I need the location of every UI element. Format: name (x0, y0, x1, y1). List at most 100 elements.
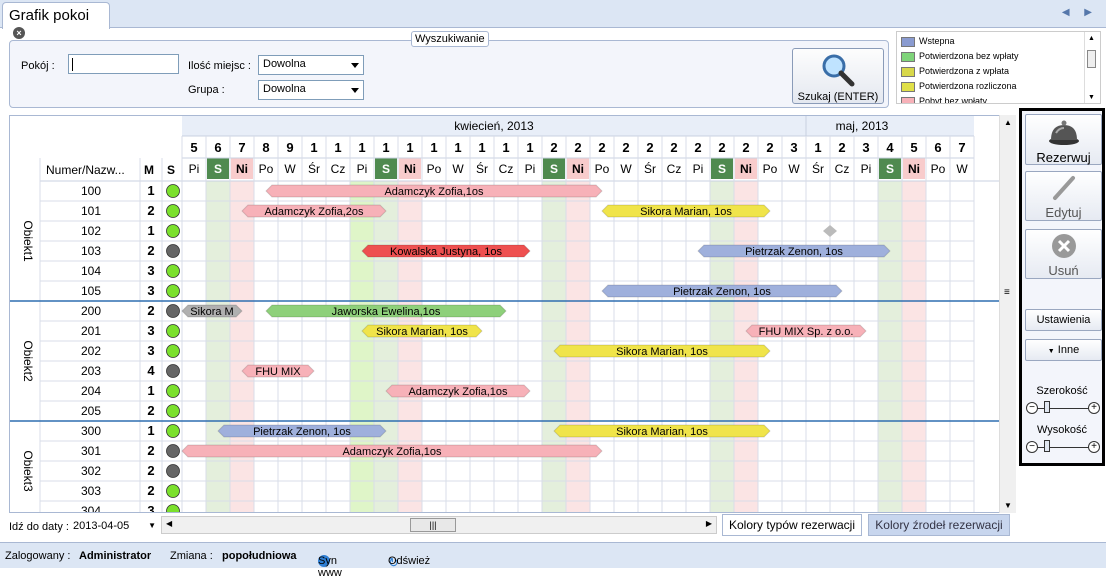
close-icon[interactable]: × (13, 27, 25, 40)
edit-button[interactable]: Edytuj (1025, 171, 1102, 221)
group-label: Grupa : (188, 84, 225, 96)
legend-label: Pobyt bez wpłaty (919, 96, 988, 104)
status-legend: Wstepna Potwierdzona bez wpłaty Potwierdzo… (896, 31, 1101, 104)
tab-grafik-pokoi[interactable]: Grafik pokoi × (2, 2, 110, 40)
reservation-bar (385, 384, 531, 398)
room-schedule-grid[interactable]: kwiecień, 2013 maj, 2013 5 Pi 6 S 7 Ni 8 Po 9 W 1 Śr 1… (9, 115, 1016, 513)
reserve-label: Rezerwuj (1036, 150, 1091, 165)
other-dropdown[interactable]: ▼ Inne (1025, 339, 1102, 361)
day-of-week: Ni (908, 162, 920, 176)
weekend-sun-column (230, 181, 254, 512)
day-of-week: Po (595, 162, 610, 176)
legend-item: Potwierdzona rozliczona (901, 81, 1017, 92)
room-status-icon (166, 484, 180, 498)
group-select[interactable]: Dowolna (258, 80, 364, 100)
room-status-icon (166, 424, 180, 438)
reservation-bar (553, 344, 771, 358)
logged-label: Zalogowany : (5, 550, 71, 562)
day-of-week: Po (763, 162, 778, 176)
pencil-icon (1052, 176, 1075, 200)
day-of-week: S (718, 162, 726, 176)
day-number: 1 (310, 140, 317, 155)
goto-date-value: 2013-04-05 (73, 520, 130, 532)
month-header-cell (806, 116, 974, 136)
reservation-label: Kowalska Justyna, 1os (390, 246, 502, 258)
tab-type-colors[interactable]: Kolory typów rezerwacji (722, 514, 862, 536)
day-of-week: W (452, 162, 464, 176)
day-of-week: Śr (812, 161, 824, 176)
slider-thumb[interactable] (1044, 401, 1050, 413)
day-number: 1 (358, 140, 365, 155)
width-slider[interactable]: − + (1026, 401, 1100, 415)
day-of-week: Cz (835, 162, 850, 176)
reservation-bar (697, 244, 891, 258)
plus-icon[interactable]: + (1088, 441, 1100, 453)
day-number: 1 (814, 140, 821, 155)
search-button[interactable]: Szukaj (ENTER) (792, 48, 884, 104)
room-capacity: 3 (147, 283, 154, 298)
day-of-week: Cz (667, 162, 682, 176)
plus-icon[interactable]: + (1088, 402, 1100, 414)
room-status-icon (166, 204, 180, 218)
settings-button[interactable]: Ustawienia (1025, 309, 1102, 331)
horizontal-scrollbar[interactable]: ◀ ||| ▶ (161, 516, 717, 534)
day-weekend-badge (207, 158, 229, 179)
vertical-scrollbar[interactable]: ▲ ≡ ▼ (999, 115, 1016, 513)
legend-item: Potwierdzona bez wpłaty (901, 51, 1019, 62)
room-input[interactable] (68, 54, 179, 74)
room-number: 204 (81, 384, 101, 398)
day-of-week: S (214, 162, 222, 176)
room-status-icon (166, 264, 180, 278)
room-capacity: 2 (147, 203, 154, 218)
chevron-down-icon (351, 63, 359, 68)
goto-date-picker[interactable]: 2013-04-05 ▼ (70, 518, 158, 536)
day-of-week: S (550, 162, 558, 176)
weekend-sat-column (374, 181, 398, 512)
reservation-bar (601, 204, 771, 218)
room-capacity: 1 (147, 183, 154, 198)
weekend-sat-column (206, 181, 230, 512)
room-status-icon (166, 404, 180, 418)
room-number: 302 (81, 464, 101, 478)
legend-label: Potwierdzona z wpłata (919, 66, 1010, 76)
group-label: Obiekt3 (21, 450, 35, 492)
height-label: Wysokość (1036, 424, 1088, 436)
month-label: kwiecień, 2013 (454, 119, 534, 133)
slider-thumb[interactable] (1044, 440, 1050, 452)
delete-button[interactable]: Usuń (1025, 229, 1102, 279)
room-capacity: 1 (147, 223, 154, 238)
reservation-bar (241, 204, 387, 218)
reservation-bar (361, 324, 483, 338)
day-weekend-badge (231, 158, 253, 179)
room-capacity: 2 (147, 403, 154, 418)
day-of-week: S (886, 162, 894, 176)
tab-nav-arrows[interactable]: ◀ ▶ (1061, 7, 1098, 18)
chevron-down-icon (351, 88, 359, 93)
legend-label: Potwierdzona rozliczona (919, 81, 1017, 91)
schedule-svg: kwiecień, 2013 maj, 20135Pi6S7Ni8Po9W1Śr1… (10, 116, 1000, 512)
seats-select[interactable]: Dowolna (258, 55, 364, 75)
column-header-name: Numer/Nazw... (46, 163, 125, 177)
tab-source-colors[interactable]: Kolory źrodeł rezerwacji (868, 514, 1010, 536)
reserve-button[interactable]: Rezerwuj (1025, 114, 1102, 165)
day-of-week: Pi (693, 162, 704, 176)
reservation-label: FHU MIX (255, 366, 301, 378)
day-number: 2 (670, 140, 677, 155)
legend-scrollbar[interactable]: ▲ ▼ (1084, 32, 1098, 103)
minus-icon[interactable]: − (1026, 441, 1038, 453)
group-label: Obiekt2 (21, 340, 35, 382)
search-button-label: Szukaj (ENTER) (797, 91, 879, 103)
logged-user: Administrator (79, 550, 152, 562)
reservation-bar (601, 284, 843, 298)
reservation-bar (181, 444, 603, 458)
sync-label: Syn www (318, 555, 342, 579)
room-capacity: 2 (147, 483, 154, 498)
minus-icon[interactable]: − (1026, 402, 1038, 414)
legend-item: Wstepna (901, 36, 955, 47)
bell-icon (1048, 120, 1079, 145)
day-of-week: Pi (357, 162, 368, 176)
day-of-week: Ni (572, 162, 584, 176)
reservation-label: Sikora Marian, 1os (616, 346, 708, 358)
height-slider[interactable]: − + (1026, 440, 1100, 454)
reservation-label: Sikora Marian, 1os (640, 206, 732, 218)
